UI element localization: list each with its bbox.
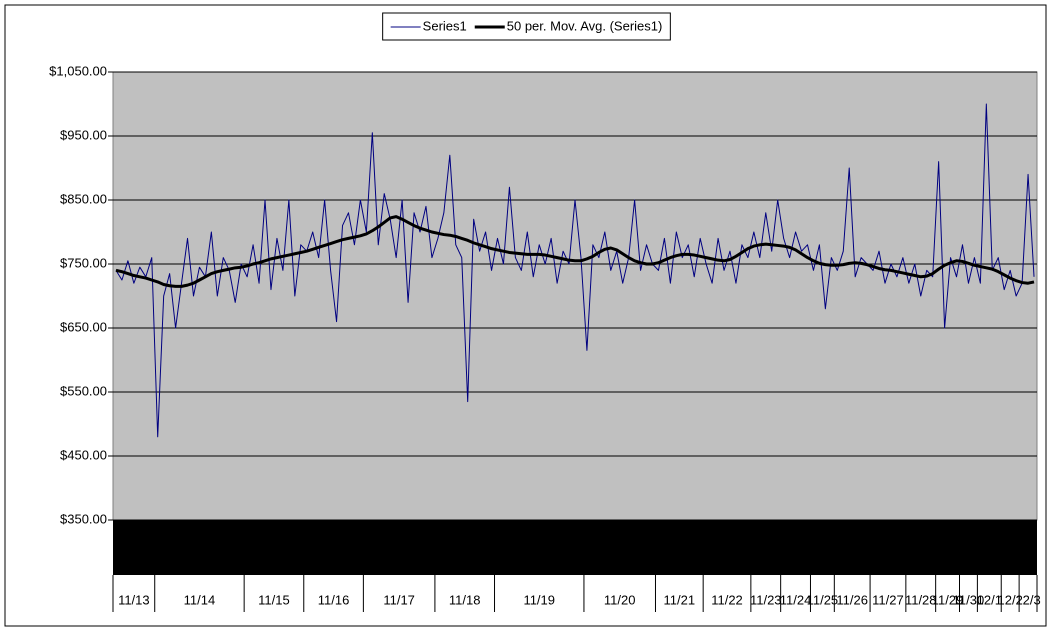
x-tick-label: 11/23 [750,592,782,607]
x-tick-label: 11/13 [118,592,150,607]
y-tick-label: $450.00 [60,447,107,462]
x-tick-label: 11/26 [836,592,868,607]
x-tick-label: 11/25 [807,592,839,607]
legend-box [382,12,671,41]
x-tick-label: 11/15 [258,592,290,607]
x-tick-label: 11/29 [932,592,964,607]
y-tick-label: $350.00 [60,511,107,526]
x-tick-label: 11/22 [711,592,743,607]
x-tick-label: 11/24 [780,592,812,607]
y-tick-label: $1,050.00 [49,63,107,78]
y-tick-label: $850.00 [60,191,107,206]
x-tick-label: 11/19 [523,592,555,607]
plot-area [112,71,1038,521]
y-tick-label: $550.00 [60,383,107,398]
legend-label: 50 per. Mov. Avg. (Series1) [507,18,663,33]
series-line [115,215,1035,288]
x-tick-label: 11/28 [905,592,937,607]
x-tick-label: 12/3 [1015,592,1040,607]
x-tick-label: 11/27 [872,592,904,607]
x-tick-label: 11/16 [318,592,350,607]
y-tick-label: $950.00 [60,127,107,142]
legend-label: Series1 [423,18,467,33]
y-tick-label: $750.00 [60,255,107,270]
x-tick-label: 11/18 [449,592,481,607]
x-tick-label: 11/20 [604,592,636,607]
x-tick-label: 11/30 [953,592,985,607]
y-tick-label: $650.00 [60,319,107,334]
x-label-band [113,520,1037,575]
x-tick-label: 12/2 [998,592,1023,607]
x-tick-label: 11/14 [184,592,216,607]
legend: Series1 50 per. Mov. Avg. (Series1) [382,12,671,41]
x-tick-label: 12/1 [977,592,1002,607]
x-tick-label: 11/21 [664,592,696,607]
x-tick-label: 11/17 [383,592,415,607]
